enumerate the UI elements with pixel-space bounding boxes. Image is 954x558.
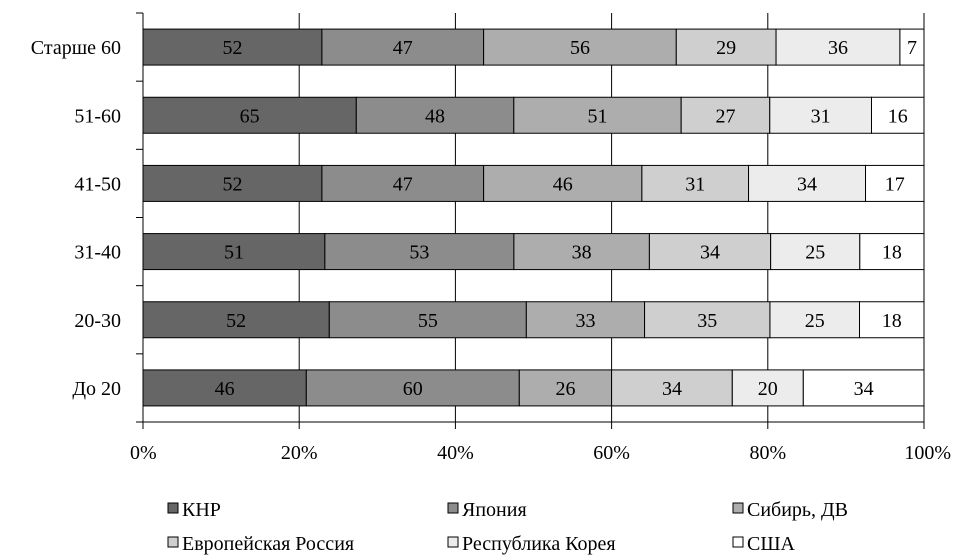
legend-label: КНР xyxy=(182,499,221,521)
data-label: 52 xyxy=(226,310,246,332)
x-tick-label: 20% xyxy=(281,442,318,464)
data-label: 34 xyxy=(662,378,682,400)
data-label: 26 xyxy=(555,378,575,400)
data-label: 46 xyxy=(215,378,235,400)
legend-swatch xyxy=(167,536,179,548)
legend-swatch xyxy=(447,502,459,514)
bar-segment xyxy=(899,28,925,66)
data-label: 53 xyxy=(409,242,429,264)
x-tick-label: 0% xyxy=(130,442,157,464)
data-label: 20 xyxy=(758,378,778,400)
bar-segment xyxy=(328,301,527,339)
bar-segment xyxy=(513,233,650,271)
data-label: 36 xyxy=(828,37,848,59)
data-label: 18 xyxy=(882,242,902,264)
bar-segment xyxy=(859,233,925,271)
data-label: 65 xyxy=(240,105,260,127)
data-label: 48 xyxy=(425,105,445,127)
data-label: 56 xyxy=(570,37,590,59)
bars: 52 47 56 29 36 7 65 48 51 27 31 16 52 47 46 31 34 17 51 53 3… xyxy=(142,28,925,407)
bar-segment xyxy=(731,369,804,407)
bar-segment xyxy=(305,369,520,407)
category-label: До 20 xyxy=(72,378,121,400)
data-label: 18 xyxy=(882,310,902,332)
x-tick-label: 100% xyxy=(904,442,951,464)
legend: КНР Япония Сибирь, ДВ Европейская Россия Рес… xyxy=(167,499,848,555)
data-label: 51 xyxy=(587,105,607,127)
legend-label: Европейская Россия xyxy=(182,533,354,555)
data-label: 52 xyxy=(222,37,242,59)
legend-swatch xyxy=(732,502,744,514)
bar-segment xyxy=(802,369,925,407)
data-label: 52 xyxy=(222,173,242,195)
data-label: 60 xyxy=(403,378,423,400)
data-label: 31 xyxy=(811,105,831,127)
data-label: 47 xyxy=(393,37,413,59)
legend-label: Япония xyxy=(462,499,527,521)
data-label: 25 xyxy=(805,242,825,264)
x-tick-label: 40% xyxy=(437,442,474,464)
data-label: 51 xyxy=(224,242,244,264)
bar-segment xyxy=(641,164,750,202)
category-label: 41-50 xyxy=(74,173,121,195)
bar-segment xyxy=(870,96,925,134)
data-label: 55 xyxy=(418,310,438,332)
data-label: 33 xyxy=(575,310,595,332)
bar-segment xyxy=(648,233,772,271)
axes: Старше 60 51-60 41-50 31-40 20-30 До 20 0% 20% 4… xyxy=(31,12,951,464)
data-label: 7 xyxy=(907,37,917,59)
data-label: 34 xyxy=(854,378,874,400)
x-tick-label: 80% xyxy=(749,442,786,464)
data-label: 25 xyxy=(805,310,825,332)
legend-swatch xyxy=(167,502,179,514)
data-label: 38 xyxy=(572,242,592,264)
data-label: 27 xyxy=(715,105,735,127)
bar-segment xyxy=(769,96,872,134)
category-label: Старше 60 xyxy=(31,37,121,59)
data-label: 35 xyxy=(697,310,717,332)
gridlines xyxy=(298,13,925,422)
bar-segment xyxy=(770,233,861,271)
bar-segment xyxy=(775,28,901,66)
legend-label: Сибирь, ДВ xyxy=(747,499,848,521)
data-label: 29 xyxy=(716,37,736,59)
bar-segment xyxy=(611,369,733,407)
data-label: 46 xyxy=(553,173,573,195)
bar-segment xyxy=(142,233,326,271)
bar-segment xyxy=(525,301,646,339)
bar-segment xyxy=(483,164,643,202)
category-label: 20-30 xyxy=(74,310,121,332)
bar-segment xyxy=(483,28,677,66)
legend-label: США xyxy=(747,533,796,555)
legend-swatch xyxy=(447,536,459,548)
bar-segment xyxy=(859,301,925,339)
legend-label: Республика Корея xyxy=(462,533,616,555)
data-label: 34 xyxy=(700,242,720,264)
bar-segment xyxy=(142,28,323,66)
data-label: 17 xyxy=(885,173,905,195)
bar-segment xyxy=(142,96,357,134)
bar-segment xyxy=(865,164,925,202)
bar-segment xyxy=(321,28,485,66)
category-label: 31-40 xyxy=(74,242,121,264)
data-label: 34 xyxy=(797,173,817,195)
bar-segment xyxy=(324,233,515,271)
bar-segment xyxy=(513,96,682,134)
data-label: 16 xyxy=(888,105,908,127)
bar-segment xyxy=(769,301,861,339)
data-label: 47 xyxy=(393,173,413,195)
x-tick-label: 60% xyxy=(593,442,630,464)
category-label: 51-60 xyxy=(74,105,121,127)
bar-segment xyxy=(748,164,867,202)
legend-swatch xyxy=(732,536,744,548)
bar-segment xyxy=(644,301,771,339)
data-label: 31 xyxy=(685,173,705,195)
